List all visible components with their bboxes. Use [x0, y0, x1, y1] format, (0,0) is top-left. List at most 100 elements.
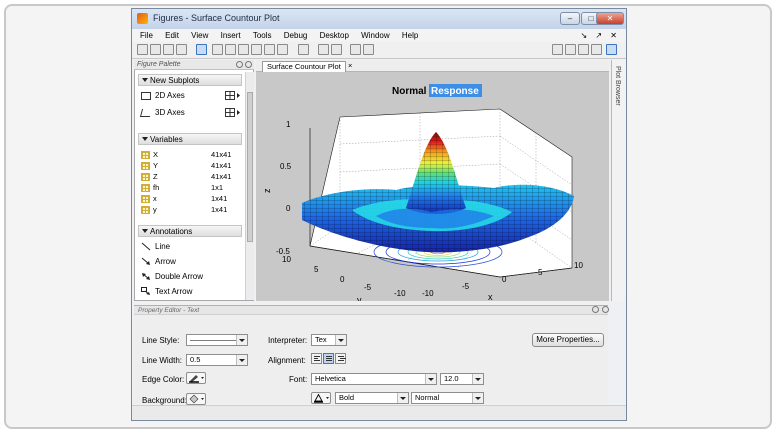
menu-file[interactable]: File	[140, 31, 153, 40]
title-bar: Figures - Surface Countour Plot – □ ✕	[132, 9, 626, 30]
maximize-layout-icon[interactable]	[606, 44, 617, 55]
close-window-button[interactable]: ✕	[596, 12, 624, 25]
y-tick-label: 10	[282, 255, 291, 264]
plot-title-normal[interactable]: Normal	[392, 86, 427, 97]
new-figure-icon[interactable]	[137, 44, 148, 55]
left-right-layout-icon[interactable]	[565, 44, 576, 55]
y-tick-label: -5	[364, 283, 372, 292]
palette-scrollbar-thumb[interactable]	[247, 92, 253, 242]
edit-plot-arrow-icon[interactable]	[196, 44, 207, 55]
show-plot-tools-icon[interactable]	[363, 44, 374, 55]
menu-edit[interactable]: Edit	[165, 31, 179, 40]
x-tick-labels: -10 -5 0 5 10	[422, 261, 583, 298]
variable-row[interactable]: y	[141, 205, 157, 215]
x-axis-label[interactable]: x	[488, 292, 493, 301]
brush-icon[interactable]	[277, 44, 288, 55]
line-style-select[interactable]: ———————	[186, 334, 248, 346]
palette-close-icon[interactable]	[245, 61, 252, 68]
zoom-out-icon[interactable]	[225, 44, 236, 55]
z-tick-label: 1	[286, 120, 291, 129]
z-tick-labels: 1 0.5 0 -0.5	[276, 120, 292, 256]
y-axis-label[interactable]: y	[357, 295, 362, 301]
window-title: Figures - Surface Countour Plot	[153, 13, 280, 23]
dock-controls[interactable]: ↘ ↗ ✕	[580, 31, 620, 40]
property-editor-menu-icon[interactable]	[592, 306, 599, 313]
new-subplots-section[interactable]: New Subplots	[138, 74, 242, 86]
font-angle-select[interactable]: Normal	[411, 392, 484, 404]
matrix-variable-icon	[141, 195, 150, 204]
x-tick-label: 10	[574, 261, 583, 270]
tile-layout-icon[interactable]	[552, 44, 563, 55]
variable-row[interactable]: fh	[141, 183, 159, 193]
line-style-label: Line Style:	[142, 336, 180, 345]
open-file-icon[interactable]	[150, 44, 161, 55]
menu-bar: File Edit View Insert Tools Debug Deskto…	[132, 29, 626, 42]
alignment-buttons	[311, 353, 351, 365]
menu-desktop[interactable]: Desktop	[319, 31, 349, 40]
save-icon[interactable]	[163, 44, 174, 55]
plot-browser-panel[interactable]: Plot Browser	[611, 60, 625, 301]
text-color-button[interactable]	[311, 392, 331, 404]
link-plot-icon[interactable]	[298, 44, 309, 55]
line-width-select[interactable]: 0.5	[186, 354, 248, 366]
minimize-button[interactable]: –	[560, 12, 580, 25]
float-layout-icon[interactable]	[591, 44, 602, 55]
menu-tools[interactable]: Tools	[252, 31, 272, 40]
subplot-grid-icons[interactable]	[225, 91, 241, 121]
surface-plot: Normal Response 1 0.5 0 -0.5 z 10 5 0 -5…	[262, 84, 583, 301]
line-icon	[141, 243, 151, 251]
annotation-text-arrow[interactable]: Text Arrow	[141, 287, 192, 296]
variable-size: 41x41	[211, 172, 232, 181]
variable-size: 41x41	[211, 161, 232, 170]
menu-view[interactable]: View	[191, 31, 209, 40]
property-editor-close-icon[interactable]	[602, 306, 609, 313]
matrix-variable-icon	[141, 151, 150, 160]
variable-row[interactable]: X	[141, 150, 158, 160]
more-properties-button[interactable]: More Properties...	[532, 333, 604, 347]
pan-hand-icon[interactable]	[238, 44, 249, 55]
annotation-double-arrow[interactable]: Double Arrow	[141, 272, 203, 281]
palette-3d-axes[interactable]: 3D Axes	[139, 108, 185, 117]
annotation-arrow[interactable]: Arrow	[141, 257, 176, 266]
rotate-3d-icon[interactable]	[251, 44, 262, 55]
hide-plot-tools-icon[interactable]	[350, 44, 361, 55]
variable-size: 41x41	[211, 150, 232, 159]
font-family-select[interactable]: Helvetica	[311, 373, 437, 385]
menu-debug[interactable]: Debug	[283, 31, 308, 40]
z-axis-label[interactable]: z	[262, 188, 272, 193]
colorbar-icon[interactable]	[318, 44, 329, 55]
top-bottom-layout-icon[interactable]	[578, 44, 589, 55]
x-tick-label: -10	[422, 289, 434, 298]
palette-2d-axes[interactable]: 2D Axes	[141, 91, 185, 100]
palette-menu-icon[interactable]	[236, 61, 243, 68]
figure-canvas[interactable]: Normal Response 1 0.5 0 -0.5 z 10 5 0 -5…	[256, 60, 609, 301]
align-center-icon[interactable]	[323, 353, 334, 364]
menu-window[interactable]: Window	[361, 31, 390, 40]
zoom-in-icon[interactable]	[212, 44, 223, 55]
variable-row[interactable]: x	[141, 194, 157, 204]
background-color-button[interactable]	[186, 393, 206, 405]
menu-help[interactable]: Help	[401, 31, 419, 40]
legend-icon[interactable]	[331, 44, 342, 55]
interpreter-select[interactable]: Tex	[311, 334, 347, 346]
variable-row[interactable]: Y	[141, 161, 158, 171]
font-size-select[interactable]: 12.0	[440, 373, 484, 385]
tab-close-icon[interactable]: ×	[348, 61, 353, 70]
edge-color-button[interactable]	[186, 372, 206, 384]
annotations-section[interactable]: Annotations	[138, 225, 242, 237]
palette-scrollbar[interactable]	[245, 72, 254, 300]
menu-insert[interactable]: Insert	[220, 31, 241, 40]
plot-title-selected[interactable]: Response	[431, 86, 479, 97]
figure-tab[interactable]: Surface Countour Plot	[262, 61, 346, 72]
print-icon[interactable]	[176, 44, 187, 55]
align-right-icon[interactable]	[335, 353, 346, 364]
align-left-icon[interactable]	[311, 353, 322, 364]
plot-browser-label[interactable]: Plot Browser	[614, 66, 621, 106]
axes-3d-icon	[139, 108, 153, 117]
variables-section[interactable]: Variables	[138, 133, 242, 145]
font-weight-select[interactable]: Bold	[335, 392, 409, 404]
annotation-line[interactable]: Line	[141, 242, 170, 251]
y-tick-labels: 10 5 0 -5 -10	[282, 255, 406, 298]
variable-row[interactable]: Z	[141, 172, 158, 182]
data-cursor-icon[interactable]	[264, 44, 275, 55]
